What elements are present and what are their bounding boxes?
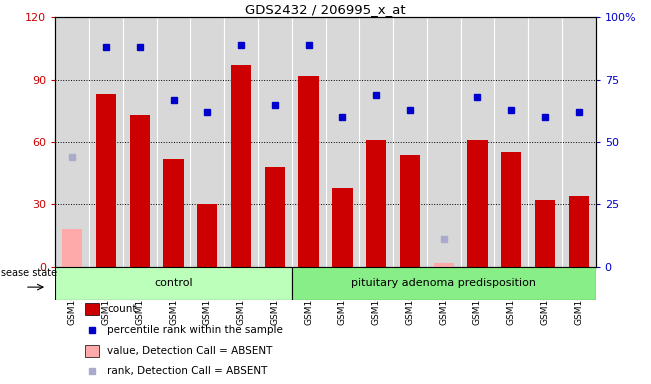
Title: GDS2432 / 206995_x_at: GDS2432 / 206995_x_at (245, 3, 406, 16)
Text: disease state: disease state (0, 268, 57, 278)
Bar (299, 76, 319, 267)
Bar (231, 65, 251, 267)
Bar (163, 159, 184, 267)
Bar (501, 152, 521, 267)
Bar (265, 167, 285, 267)
Bar (85, 345, 99, 357)
Text: value, Detection Call = ABSENT: value, Detection Call = ABSENT (107, 346, 273, 356)
Text: control: control (154, 278, 193, 288)
Bar (85, 303, 99, 315)
Bar (96, 94, 116, 267)
Bar (535, 200, 555, 267)
Text: rank, Detection Call = ABSENT: rank, Detection Call = ABSENT (107, 366, 268, 376)
Text: percentile rank within the sample: percentile rank within the sample (107, 325, 283, 335)
Bar (434, 263, 454, 267)
Bar (332, 188, 353, 267)
Bar (366, 140, 386, 267)
Bar (62, 230, 82, 267)
Bar (292, 267, 596, 300)
Bar (400, 155, 420, 267)
Bar (467, 140, 488, 267)
Bar (197, 204, 217, 267)
Text: pituitary adenoma predisposition: pituitary adenoma predisposition (351, 278, 536, 288)
Text: count: count (107, 304, 137, 314)
Bar (569, 196, 589, 267)
Bar (55, 267, 292, 300)
Bar (130, 115, 150, 267)
